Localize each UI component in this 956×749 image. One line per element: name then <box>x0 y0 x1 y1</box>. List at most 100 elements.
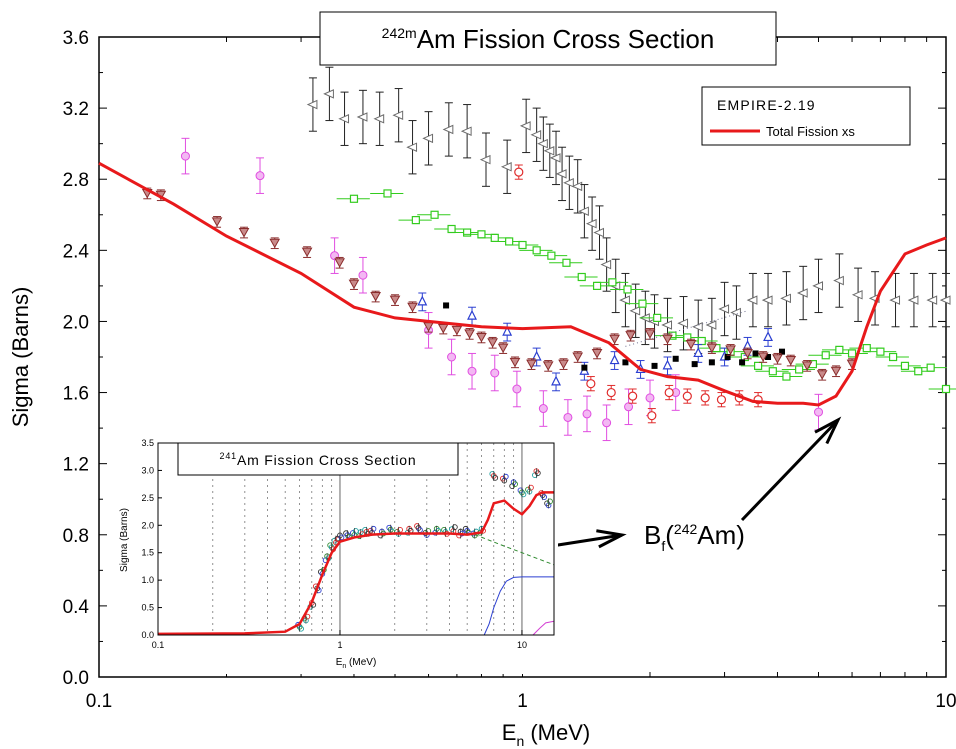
square-black-point <box>708 359 715 366</box>
inset-magenta-curve <box>532 620 555 636</box>
triangle-down-point <box>742 348 753 359</box>
triangle-left-point <box>661 320 673 330</box>
main-y-axis-label: Sigma (Barns) <box>8 287 33 428</box>
inset-y-axis-label: Sigma (Barns) <box>119 508 130 572</box>
triangle-down-point <box>772 354 783 364</box>
annotation-bf-sup: 242 <box>674 521 698 537</box>
triangle-left-point <box>479 154 491 165</box>
triangle-down-point <box>464 329 475 339</box>
triangle-left-point <box>422 133 434 144</box>
triangle-left-point <box>939 295 951 305</box>
triangle-down-point <box>725 345 736 355</box>
square-green-point <box>768 367 777 376</box>
square-green-point <box>505 237 514 246</box>
triangle-left-point <box>537 138 548 149</box>
square-green-point <box>518 240 527 250</box>
square-green-point <box>782 372 791 381</box>
triangle-left-point <box>761 295 773 305</box>
main-title-sup: 242m <box>382 25 417 41</box>
main-series-layer <box>98 66 956 442</box>
triangle-left-point <box>692 322 703 332</box>
main-xtick-label: 0.1 <box>86 691 112 712</box>
square-black-point <box>752 350 759 357</box>
total-fission-curve <box>98 161 947 407</box>
circle-red-point <box>664 387 674 398</box>
square-black-point <box>765 354 772 360</box>
triangle-blue-point <box>609 354 620 365</box>
square-black-point <box>779 348 786 355</box>
main-title: 242mAm Fission Cross Section <box>382 24 715 54</box>
triangle-left-point <box>677 318 689 328</box>
triangle-left-point <box>812 281 824 291</box>
triangle-down-point <box>509 357 521 368</box>
main-x-axis-label-unit: (MeV) <box>524 720 590 745</box>
circle-magenta-point <box>814 407 824 417</box>
circle-red-point <box>606 387 616 398</box>
inset-ytick-label: 3.5 <box>141 438 154 448</box>
triangle-down-point <box>389 295 401 306</box>
square-black-point <box>672 355 679 362</box>
square-green-point <box>876 347 885 356</box>
triangle-left-point <box>585 218 597 229</box>
triangle-left-point <box>578 206 589 216</box>
circle-magenta-point <box>490 368 500 378</box>
inset-blue-curve <box>483 576 554 636</box>
triangle-left-point <box>406 142 418 152</box>
square-green-point <box>795 365 804 374</box>
square-green-point <box>608 278 617 287</box>
square-green-point <box>900 361 910 370</box>
circle-magenta-point <box>358 270 368 280</box>
inset-ytick-label: 2.0 <box>141 520 154 530</box>
triangle-left-point <box>563 178 574 188</box>
main-ytick-label: 0.0 <box>63 668 89 689</box>
triangle-left-point <box>549 153 561 163</box>
triangle-down-point <box>558 359 569 370</box>
circle-red-point <box>700 393 710 403</box>
square-green-point <box>532 246 541 255</box>
square-black-point <box>581 364 588 371</box>
square-green-point <box>623 285 632 294</box>
triangle-left-point <box>392 110 404 120</box>
annotation-bf-sub: f <box>661 538 665 554</box>
circle-red-point <box>514 167 524 177</box>
inset-data-point <box>338 534 345 541</box>
triangle-down-point <box>662 334 673 345</box>
triangle-down-point <box>334 258 345 268</box>
triangle-left-point <box>705 320 717 330</box>
triangle-left-point <box>530 130 542 140</box>
square-green-point <box>821 351 830 360</box>
inset-data-point <box>520 491 527 498</box>
inset-data-point <box>535 470 541 477</box>
square-green-point <box>477 230 486 239</box>
circle-magenta-point <box>582 409 592 419</box>
circle-red-point <box>628 391 638 401</box>
triangle-left-point <box>460 126 472 136</box>
circle-magenta-point <box>624 402 634 412</box>
square-green-point <box>577 272 586 282</box>
square-green-point <box>447 224 456 234</box>
inset-x-axis-label: En (MeV) <box>336 657 377 670</box>
square-green-point <box>847 349 857 358</box>
triangle-down-point <box>816 370 828 380</box>
main-xtick-label: 10 <box>935 691 956 712</box>
inset-data-point <box>370 525 377 532</box>
inset-series-layer <box>157 468 555 636</box>
triangle-left-point <box>746 295 758 305</box>
annotation-arrow-main-head <box>814 416 842 445</box>
inset-data-point <box>502 473 509 480</box>
circle-magenta-point <box>563 412 573 422</box>
circle-red-point <box>586 379 596 389</box>
triangle-left-point <box>373 114 385 124</box>
triangle-left-point <box>718 304 730 314</box>
square-green-point <box>697 336 706 346</box>
triangle-down-point <box>591 348 603 359</box>
square-green-point <box>926 363 935 372</box>
square-green-point <box>592 281 602 290</box>
inset-axis-ticks: 0.0 0.5 1.0 1.5 2.0 2.5 3.0 3.5 0.1 1 10 <box>141 438 526 650</box>
inset-title: 241Am Fission Cross Section <box>220 451 417 468</box>
main-ytick-label: 3.6 <box>63 28 89 49</box>
triangle-blue-point <box>763 331 774 342</box>
inset-x-axis-label-sub: n <box>342 663 346 670</box>
triangle-left-point <box>543 146 555 156</box>
inset-xtick-label: 1 <box>337 640 342 650</box>
